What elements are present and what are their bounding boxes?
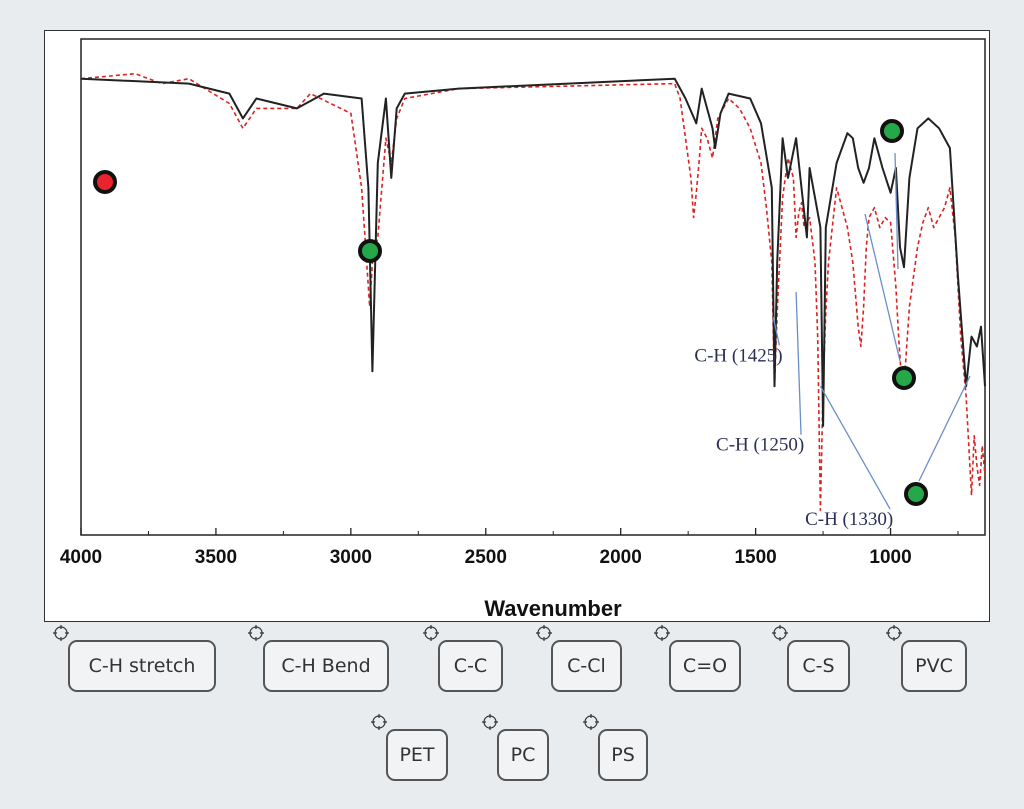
annotation-label: C-H (1250) xyxy=(716,435,804,456)
marker-dot-green-3 xyxy=(892,366,916,390)
x-tick-label: 3000 xyxy=(330,547,372,568)
crosshair-icon[interactable] xyxy=(52,624,70,642)
marker-dot-red xyxy=(93,170,117,194)
ir-spectrum-chart: 4000 3500 3000 2500 2000 1500 1000 Wavenumber C-… xyxy=(60,38,986,621)
x-tick-label: 2000 xyxy=(600,547,642,568)
x-tick-label: 1500 xyxy=(734,547,776,568)
marker-dot-green-1 xyxy=(358,239,382,263)
chip-label[interactable]: PS xyxy=(598,729,648,781)
chip-label[interactable]: C-C xyxy=(438,640,503,692)
annotation-leader-line xyxy=(819,385,891,510)
crosshair-icon[interactable] xyxy=(535,624,553,642)
series-line-dashed xyxy=(80,72,986,511)
chip-ch-stretch[interactable]: C-H stretch xyxy=(53,625,216,692)
chip-ch-bend[interactable]: C-H Bend xyxy=(248,625,389,692)
chip-label[interactable]: C-H stretch xyxy=(68,640,216,692)
marker-leader-line xyxy=(918,375,971,482)
chip-c-o[interactable]: C=O xyxy=(654,625,741,692)
x-tick-label: 1000 xyxy=(869,547,911,568)
crosshair-icon[interactable] xyxy=(582,713,600,731)
chip-label[interactable]: PVC xyxy=(901,640,967,692)
chip-label[interactable]: C=O xyxy=(669,640,741,692)
chip-label[interactable]: C-Cl xyxy=(551,640,622,692)
chip-c-c[interactable]: C-C xyxy=(423,625,503,692)
x-tick-label: 3500 xyxy=(195,547,237,568)
x-tick-label: 4000 xyxy=(60,547,102,568)
annotation-leader-line xyxy=(772,316,781,346)
crosshair-icon[interactable] xyxy=(481,713,499,731)
chip-pc[interactable]: PC xyxy=(482,714,549,781)
chip-label[interactable]: C-S xyxy=(787,640,850,692)
marker-dot-green-2 xyxy=(880,119,904,143)
chip-pvc[interactable]: PVC xyxy=(886,625,967,692)
crosshair-icon[interactable] xyxy=(370,713,388,731)
crosshair-icon[interactable] xyxy=(771,624,789,642)
crosshair-icon[interactable] xyxy=(653,624,671,642)
crosshair-icon[interactable] xyxy=(247,624,265,642)
chip-c-s[interactable]: C-S xyxy=(772,625,850,692)
chip-ps[interactable]: PS xyxy=(583,714,648,781)
chip-label[interactable]: PC xyxy=(497,729,549,781)
chip-pet[interactable]: PET xyxy=(371,714,448,781)
x-tick-label: 2500 xyxy=(465,547,507,568)
series-line-solid xyxy=(80,77,986,427)
crosshair-icon[interactable] xyxy=(422,624,440,642)
chip-c-cl[interactable]: C-Cl xyxy=(536,625,622,692)
ir-spectrum-figure: 4000 3500 3000 2500 2000 1500 1000 Wavenumber C-… xyxy=(44,30,990,622)
chip-label[interactable]: C-H Bend xyxy=(263,640,389,692)
annotation-label: C-H (1330) xyxy=(805,509,893,530)
crosshair-icon[interactable] xyxy=(885,624,903,642)
annotation-leader-line xyxy=(795,291,802,435)
plot-frame xyxy=(80,38,986,536)
marker-leader-line xyxy=(864,213,901,362)
x-axis-label: Wavenumber xyxy=(484,596,622,621)
chip-label[interactable]: PET xyxy=(386,729,448,781)
marker-leader-line xyxy=(894,152,899,270)
marker-dot-green-4 xyxy=(904,482,928,506)
annotation-label: C-H (1425) xyxy=(694,345,782,366)
